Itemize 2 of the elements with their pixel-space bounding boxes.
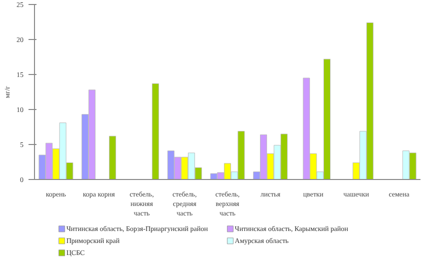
bar [109, 136, 116, 180]
bar [152, 83, 159, 180]
